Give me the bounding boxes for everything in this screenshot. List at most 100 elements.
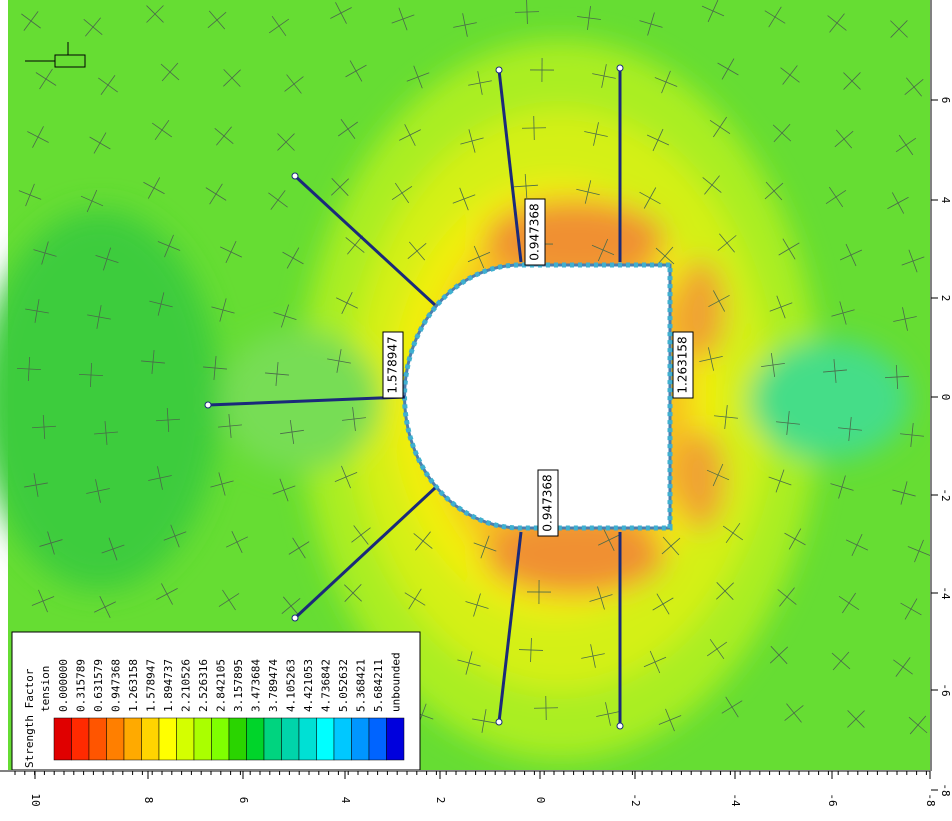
cross-arm	[639, 20, 663, 28]
cross-arm	[209, 183, 223, 205]
label-box	[672, 331, 694, 399]
y-tick-label: -8	[939, 783, 952, 796]
cross-arm	[589, 594, 613, 602]
cross-arm	[406, 72, 430, 82]
cross-arm	[895, 657, 911, 677]
cross-arm	[701, 5, 725, 17]
y-tick-label: 2	[939, 295, 952, 302]
legend-swatch	[141, 717, 160, 761]
cross-arm	[788, 528, 802, 550]
cross-arm	[161, 583, 173, 605]
cross-arm	[851, 533, 863, 557]
y-tick-label: -6	[939, 683, 952, 696]
cross-arm	[833, 359, 837, 383]
legend-label: 1.894737	[162, 659, 175, 712]
x-tick-label: -6	[826, 793, 839, 806]
cross-arm	[413, 533, 433, 549]
cross-arm	[331, 178, 349, 196]
legend-label: 0.947368	[110, 659, 123, 712]
bolt-end	[616, 722, 624, 730]
cross-arm	[93, 132, 107, 154]
cross-arm	[712, 463, 724, 487]
cross-arm	[708, 347, 714, 371]
legend-swatch	[158, 717, 177, 761]
legend-label: 0.315789	[75, 659, 88, 712]
legend-swatch	[298, 717, 317, 761]
legend-swatch	[123, 717, 142, 761]
cross-arm	[719, 233, 735, 253]
cross-arm	[151, 350, 155, 374]
legend-swatch	[386, 717, 405, 761]
cross-arm	[23, 11, 39, 31]
cross-arm	[90, 362, 92, 388]
label-box	[524, 198, 546, 266]
cross-arm	[465, 601, 489, 609]
legend-label: 2.842105	[215, 659, 228, 712]
y-tick-label: 4	[939, 197, 952, 204]
cross-arm	[345, 64, 367, 78]
cross-arm	[218, 472, 226, 496]
cross-arm	[330, 7, 352, 19]
cross-arm	[776, 295, 786, 319]
cross-arm	[157, 466, 163, 490]
legend-label: 1.578947	[145, 659, 158, 712]
cross-arm	[95, 479, 101, 503]
cross-arm	[518, 649, 544, 651]
bolt-end	[291, 172, 299, 180]
cross-arm	[268, 18, 290, 34]
cross-arm	[289, 420, 295, 444]
legend-swatch	[211, 717, 230, 761]
cross-arm	[827, 15, 847, 31]
cross-arm	[161, 62, 179, 82]
cross-arm	[282, 596, 300, 616]
cross-arm	[157, 292, 165, 316]
cross-arm	[404, 592, 426, 606]
cross-arm	[655, 247, 675, 265]
cross-arm	[712, 290, 726, 312]
legend-subtitle: tension	[39, 666, 52, 712]
legend-label: 5.368421	[355, 659, 368, 712]
label-box	[382, 331, 404, 399]
cross-arm	[828, 186, 844, 208]
cross-arm	[914, 539, 924, 563]
x-tick-label: 2	[434, 797, 447, 804]
legend-label: 2.526316	[197, 659, 210, 712]
legend-label: 3.473684	[250, 659, 263, 712]
legend-swatch	[193, 717, 212, 761]
bolt-end	[495, 718, 503, 726]
cross-arm	[460, 137, 484, 145]
cross-arm	[47, 531, 55, 555]
bolts	[207, 68, 622, 726]
bolt	[207, 395, 406, 407]
cross-arm	[643, 656, 667, 668]
cross-arm	[521, 127, 547, 129]
cross-arm	[591, 244, 615, 256]
zone	[750, 340, 910, 460]
cross-arm	[344, 584, 362, 602]
cross-arm	[843, 72, 861, 90]
bolt	[497, 69, 523, 263]
cross-arm	[284, 76, 304, 92]
cross-arm	[219, 298, 227, 322]
cross-arm	[38, 589, 48, 613]
y-tick-label: -2	[939, 488, 952, 501]
zone	[675, 430, 725, 530]
value-labels: 0.947368 1.578947 1.263158 0.947368	[382, 198, 694, 537]
y-tick-label: 0	[939, 394, 952, 401]
cross-arm	[784, 705, 804, 721]
cross-arm	[779, 587, 795, 607]
x-tick-label: -8	[924, 793, 937, 806]
bolt-end	[204, 401, 212, 409]
legend-label: 3.157895	[232, 659, 245, 712]
x-tick-label: -2	[629, 793, 642, 806]
legend-label: 4.736842	[320, 659, 333, 712]
cross-arm	[336, 349, 342, 373]
cross-arm	[639, 191, 661, 205]
cross-arm	[652, 597, 674, 611]
legend-label: 5.052632	[337, 659, 350, 712]
cross-arm	[270, 190, 286, 210]
cross-arm	[42, 414, 46, 440]
cross-arm	[724, 405, 728, 429]
cross-arm	[275, 362, 279, 386]
cross-arm	[154, 119, 170, 141]
